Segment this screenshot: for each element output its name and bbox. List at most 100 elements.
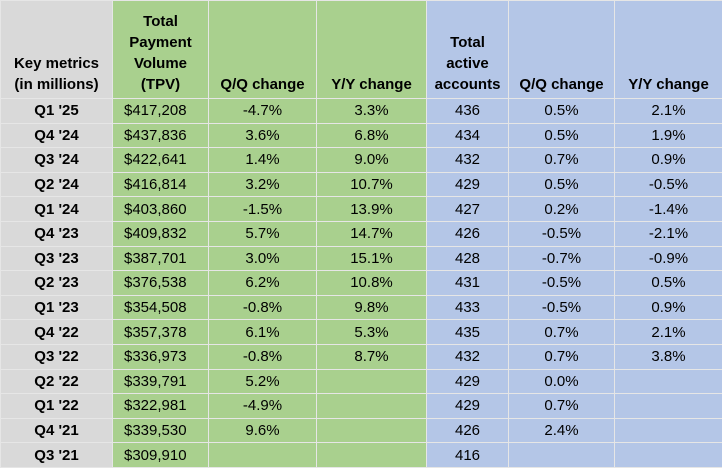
- row-label: Q3 '24: [1, 148, 113, 173]
- header-cell: Key metrics(in millions): [1, 1, 113, 99]
- data-cell: -0.7%: [509, 246, 615, 271]
- data-cell: 432: [427, 148, 509, 173]
- data-cell: 429: [427, 369, 509, 394]
- row-label: Q4 '22: [1, 320, 113, 345]
- row-label: Q3 '22: [1, 344, 113, 369]
- data-cell: 0.7%: [509, 148, 615, 173]
- row-label: Q3 '21: [1, 443, 113, 468]
- row-label: Q2 '22: [1, 369, 113, 394]
- data-cell: 0.7%: [509, 394, 615, 419]
- row-label: Q1 '23: [1, 295, 113, 320]
- header-line: (in millions): [1, 74, 112, 95]
- header-line: Volume: [113, 53, 208, 74]
- data-cell: $376,538: [113, 271, 209, 296]
- data-cell: 2.4%: [509, 418, 615, 443]
- data-cell: $322,981: [113, 394, 209, 419]
- data-cell: [615, 418, 722, 443]
- data-cell: [317, 394, 427, 419]
- data-cell: 0.9%: [615, 295, 722, 320]
- data-cell: $403,860: [113, 197, 209, 222]
- data-cell: 0.5%: [509, 172, 615, 197]
- data-cell: -4.9%: [209, 394, 317, 419]
- data-cell: -0.9%: [615, 246, 722, 271]
- data-cell: 0.7%: [509, 344, 615, 369]
- data-cell: 3.2%: [209, 172, 317, 197]
- data-cell: 426: [427, 418, 509, 443]
- data-cell: [615, 394, 722, 419]
- data-cell: 3.0%: [209, 246, 317, 271]
- data-cell: 2.1%: [615, 320, 722, 345]
- header-line: accounts: [427, 74, 508, 95]
- row-label: Q2 '24: [1, 172, 113, 197]
- data-cell: -0.5%: [509, 221, 615, 246]
- data-cell: $387,701: [113, 246, 209, 271]
- data-cell: 6.8%: [317, 123, 427, 148]
- data-cell: 9.0%: [317, 148, 427, 173]
- data-cell: 0.5%: [615, 271, 722, 296]
- row-label: Q1 '22: [1, 394, 113, 419]
- data-cell: $339,530: [113, 418, 209, 443]
- data-cell: 434: [427, 123, 509, 148]
- data-cell: -0.5%: [615, 172, 722, 197]
- data-cell: 0.0%: [509, 369, 615, 394]
- data-cell: -0.8%: [209, 295, 317, 320]
- header-line: (TPV): [113, 74, 208, 95]
- data-cell: -2.1%: [615, 221, 722, 246]
- data-cell: $357,378: [113, 320, 209, 345]
- header-line: Y/Y change: [317, 74, 426, 95]
- data-cell: [317, 418, 427, 443]
- data-cell: -0.8%: [209, 344, 317, 369]
- data-cell: 13.9%: [317, 197, 427, 222]
- data-cell: 435: [427, 320, 509, 345]
- header-line: Y/Y change: [615, 74, 722, 95]
- data-cell: 3.3%: [317, 99, 427, 124]
- data-cell: [615, 443, 722, 468]
- data-cell: 15.1%: [317, 246, 427, 271]
- data-cell: $336,973: [113, 344, 209, 369]
- data-cell: 8.7%: [317, 344, 427, 369]
- row-label: Q4 '21: [1, 418, 113, 443]
- row-label: Q4 '24: [1, 123, 113, 148]
- data-cell: 1.9%: [615, 123, 722, 148]
- header-cell: Q/Q change: [509, 1, 615, 99]
- header-line: Key metrics: [1, 53, 112, 74]
- row-label: Q1 '24: [1, 197, 113, 222]
- row-label: Q1 '25: [1, 99, 113, 124]
- data-cell: $437,836: [113, 123, 209, 148]
- data-cell: 429: [427, 394, 509, 419]
- header-line: Total: [113, 11, 208, 32]
- data-cell: $417,208: [113, 99, 209, 124]
- header-line: Q/Q change: [209, 74, 316, 95]
- header-line: Total: [427, 32, 508, 53]
- data-cell: 5.3%: [317, 320, 427, 345]
- row-label: Q3 '23: [1, 246, 113, 271]
- data-cell: 0.2%: [509, 197, 615, 222]
- data-cell: $416,814: [113, 172, 209, 197]
- data-cell: 433: [427, 295, 509, 320]
- data-cell: [317, 443, 427, 468]
- data-cell: 1.4%: [209, 148, 317, 173]
- data-cell: -1.5%: [209, 197, 317, 222]
- header-line: active: [427, 53, 508, 74]
- data-cell: 6.2%: [209, 271, 317, 296]
- data-cell: -0.5%: [509, 271, 615, 296]
- data-cell: $422,641: [113, 148, 209, 173]
- data-cell: 429: [427, 172, 509, 197]
- data-cell: 428: [427, 246, 509, 271]
- header-line: Q/Q change: [509, 74, 614, 95]
- data-cell: 6.1%: [209, 320, 317, 345]
- data-cell: 432: [427, 344, 509, 369]
- data-cell: $409,832: [113, 221, 209, 246]
- data-cell: 9.6%: [209, 418, 317, 443]
